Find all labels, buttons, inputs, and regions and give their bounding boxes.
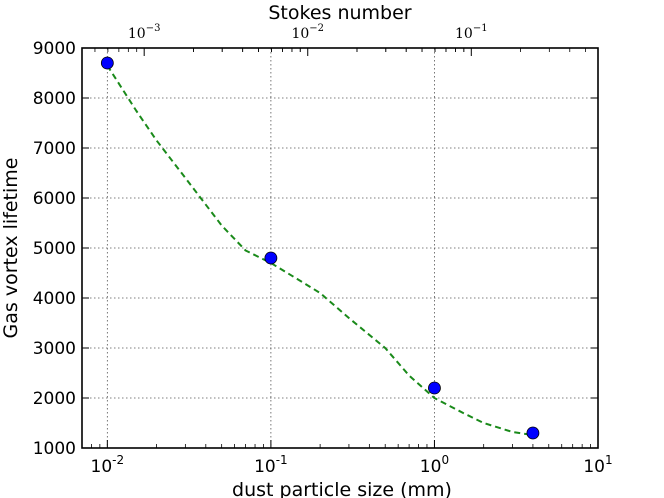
x-tick-exponent: 0	[441, 453, 449, 467]
top-tick-base: 10	[291, 26, 309, 42]
top-tick-label: 10−1	[455, 23, 488, 42]
x-tick-label: 10-1	[254, 453, 288, 477]
grid-layer	[82, 48, 598, 448]
top-tick-exponent: −1	[473, 23, 488, 34]
y-axis-title: Gas vortex lifetime	[0, 158, 22, 339]
series-layer	[100, 56, 540, 440]
x-tick-base: 10	[420, 457, 442, 477]
data-point	[526, 426, 540, 440]
x-tick-exponent: -2	[112, 453, 124, 467]
x-tick-label: 100	[420, 453, 449, 477]
top-tick-exponent: −3	[146, 23, 161, 34]
x-tick-label: 10-2	[91, 453, 125, 477]
data-point	[264, 251, 278, 265]
x-tick-base: 10	[583, 457, 605, 477]
top-tick-label: 10−2	[291, 23, 324, 42]
y-tick-label: 2000	[33, 389, 76, 409]
y-tick-label: 7000	[33, 139, 76, 159]
y-tick-label: 1000	[33, 439, 76, 459]
data-point	[428, 381, 441, 395]
y-tick-label: 3000	[33, 339, 76, 359]
y-tick-label: 6000	[33, 189, 76, 209]
top-tick-label: 10−3	[128, 23, 161, 42]
y-tick-label: 9000	[33, 39, 76, 59]
data-point	[100, 56, 114, 70]
x-tick-base: 10	[254, 457, 276, 477]
plot-frame	[81, 47, 599, 449]
x-tick-label: 101	[583, 453, 612, 477]
x-tick-base: 10	[91, 457, 113, 477]
x-axis-title: dust particle size (mm)	[232, 479, 452, 498]
top-tick-base: 10	[128, 26, 146, 42]
y-tick-label: 5000	[33, 239, 76, 259]
y-tick-label: 8000	[33, 89, 76, 109]
top-tick-exponent: −2	[309, 23, 324, 34]
top-tick-base: 10	[455, 26, 473, 42]
labels-layer: 10002000300040005000600070008000900010-2…	[33, 23, 613, 477]
top-x-axis-title: Stokes number	[268, 2, 411, 24]
fit-line	[106, 64, 534, 436]
x-tick-exponent: -1	[276, 453, 288, 467]
x-tick-exponent: 1	[605, 453, 613, 467]
y-tick-label: 4000	[33, 289, 76, 309]
